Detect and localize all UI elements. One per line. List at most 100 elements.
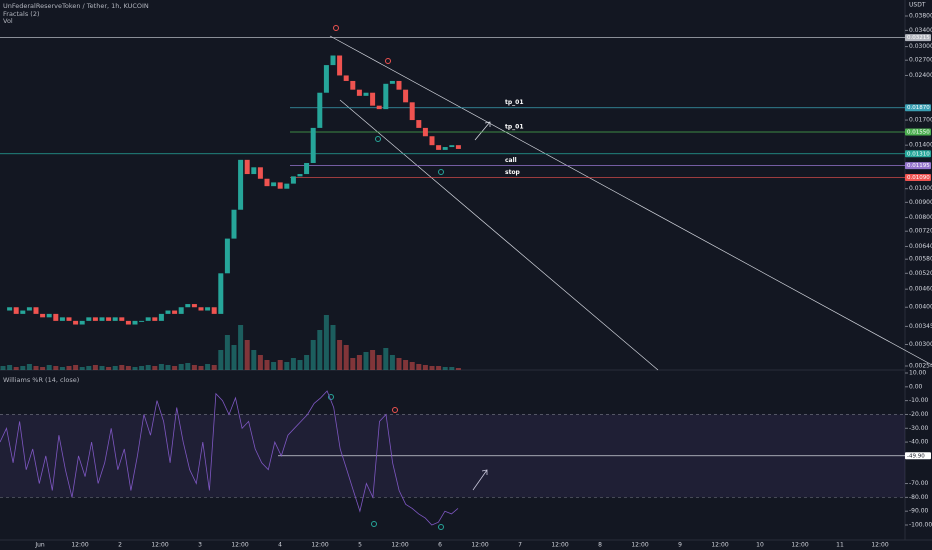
trend-line[interactable] [329, 35, 932, 366]
candle [403, 89, 409, 103]
candle [284, 183, 290, 189]
volume-bar [442, 367, 448, 370]
candle [119, 317, 125, 321]
price-badge-label: 0.01550 [907, 130, 930, 136]
indicator-legend[interactable]: Vol [3, 17, 13, 25]
candle [304, 162, 310, 175]
volume-bar [350, 358, 356, 370]
volume-bar [455, 368, 461, 370]
volume-bar [363, 352, 369, 370]
price-tick-label: 0.03000 [909, 43, 932, 50]
time-label: 4 [278, 542, 282, 549]
time-label: 12:00 [71, 542, 88, 549]
price-badge-label: 0.01090 [907, 175, 930, 181]
trend-line[interactable] [339, 99, 659, 371]
arrow[interactable] [474, 121, 491, 141]
time-label: 12:00 [151, 542, 168, 549]
candle [244, 159, 250, 175]
level-label[interactable]: stop [505, 169, 521, 176]
oscillator-tick-label: -90.00 [909, 508, 929, 515]
oscillator-title[interactable]: Williams %R (14, close) [3, 376, 79, 384]
level-label[interactable]: tp_01 [505, 124, 524, 131]
volume-bar [145, 365, 151, 370]
volume-bar [191, 365, 197, 370]
candle [73, 320, 79, 325]
price-badge [905, 150, 931, 158]
candle [455, 145, 461, 149]
volume-bar [436, 366, 442, 370]
price-tick-label: 0.00640 [909, 243, 932, 250]
oscillator-tick-label: -20.00 [909, 411, 929, 418]
volume-bar [46, 365, 52, 370]
volume-bar [0, 366, 6, 370]
candle [172, 310, 178, 314]
volume-bar [238, 325, 244, 370]
volume-bar [277, 360, 283, 370]
volume-bar [422, 365, 428, 370]
candle [26, 307, 32, 311]
volume-bar [26, 364, 32, 370]
candle [231, 209, 237, 239]
time-label: Jun [34, 542, 45, 549]
oscillator-badge-label: -49.90 [907, 453, 925, 459]
candle [330, 55, 336, 66]
candle [152, 317, 158, 321]
price-badge-label: 0.01310 [907, 151, 930, 157]
candle [422, 127, 428, 137]
price-tick-label: 0.00254 [909, 363, 932, 370]
time-label: 5 [358, 542, 362, 549]
time-label: 12:00 [791, 542, 808, 549]
time-label: 12:00 [631, 542, 648, 549]
volume-bar [172, 366, 178, 370]
fractal-markers [328, 25, 444, 530]
volume-bar [330, 325, 336, 370]
price-badge [905, 104, 931, 112]
volume-bar [198, 366, 204, 370]
level-label[interactable]: tp_01 [505, 99, 524, 106]
time-label: 6 [438, 542, 442, 549]
time-label: 12:00 [551, 542, 568, 549]
candle [191, 304, 197, 308]
oscillator-line [0, 390, 459, 526]
volume-bar [231, 345, 237, 370]
indicator-legend[interactable]: Fractals (2) [3, 10, 40, 18]
candle [337, 55, 343, 76]
time-label: 11 [836, 542, 844, 549]
price-badge [905, 174, 931, 182]
time-label: 3 [198, 542, 202, 549]
candle [370, 92, 376, 106]
candle [211, 307, 217, 314]
volume-bar [119, 365, 125, 370]
volume-bar [257, 355, 263, 370]
candle [271, 182, 277, 187]
candle [350, 80, 356, 90]
candle [99, 317, 105, 321]
candle [198, 307, 204, 311]
volume-bar [92, 365, 98, 370]
candle [46, 313, 52, 318]
oscillator-tick-label: -40.00 [909, 439, 929, 446]
volume-bar [211, 365, 217, 370]
candle [112, 317, 118, 321]
time-label: 10 [756, 542, 764, 549]
volume-bar [99, 366, 105, 370]
candle [185, 304, 191, 308]
candle [125, 320, 131, 325]
candle [13, 307, 19, 314]
time-label: 12:00 [311, 542, 328, 549]
volume-bar [416, 364, 422, 370]
volume-bar [290, 358, 296, 370]
volume-bar [271, 362, 277, 370]
candle [86, 317, 92, 321]
candle [416, 120, 422, 128]
level-label[interactable]: call [505, 157, 517, 164]
volume-bar [112, 366, 118, 370]
price-tick-label: 0.00460 [909, 286, 932, 293]
volume-bar [376, 355, 382, 370]
volume-bar [304, 355, 310, 370]
arrow[interactable] [472, 469, 488, 491]
symbol-title[interactable]: UnFederalReserveToken / Tether, 1h, KUCO… [3, 2, 149, 10]
volume-bar [125, 366, 131, 370]
volume-bar [251, 350, 257, 370]
candle [277, 182, 283, 189]
